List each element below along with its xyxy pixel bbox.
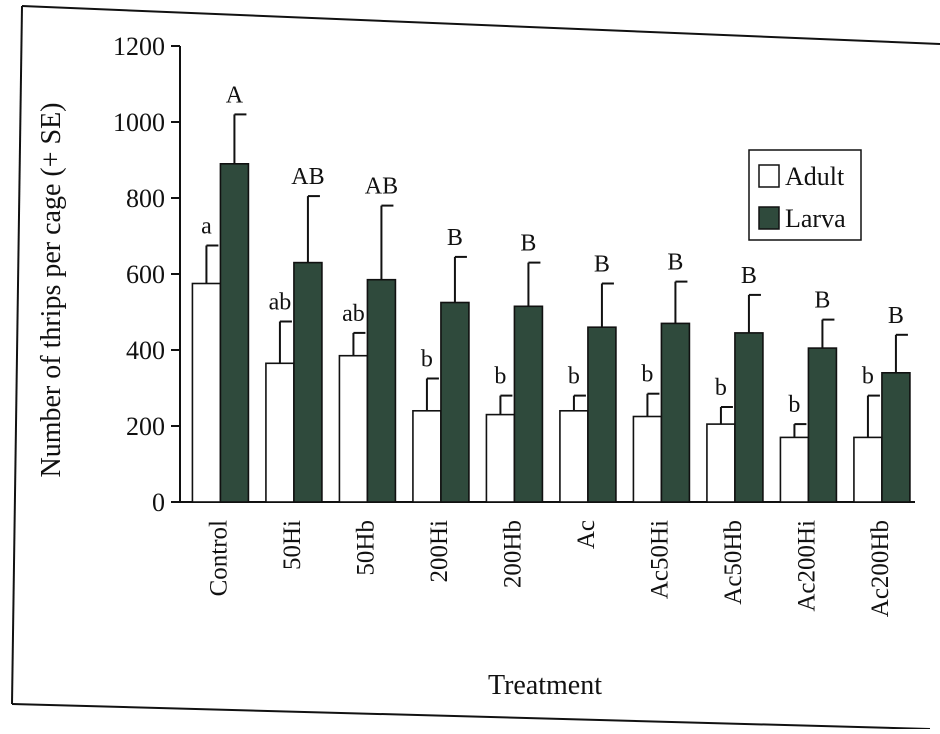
bar-adult bbox=[338, 354, 369, 503]
bar-larva bbox=[513, 305, 544, 503]
error-bars bbox=[205, 113, 908, 438]
bar-adult bbox=[632, 415, 663, 503]
significance-letter-adult: b bbox=[568, 364, 580, 390]
significance-letters: a Aab AB ab AB b Bb Bb Bb Bb Bb Bb B bbox=[201, 82, 904, 418]
significance-letter-adult: ab bbox=[269, 290, 292, 316]
significance-letter-larva: B bbox=[447, 225, 463, 251]
y-tick-label: 1000 bbox=[113, 108, 165, 137]
x-axis-title: Treatment bbox=[488, 670, 602, 701]
frame-bottom bbox=[11, 703, 931, 730]
category-label: 200Hi bbox=[426, 520, 453, 583]
bar-larva bbox=[881, 371, 911, 503]
bar-larva bbox=[366, 278, 397, 503]
bar-larva bbox=[293, 261, 323, 503]
figure-frame bbox=[11, 5, 940, 730]
significance-letter-larva: A bbox=[226, 82, 244, 108]
category-label: 50Hb bbox=[352, 520, 379, 576]
legend-label-larva: Larva bbox=[785, 204, 846, 233]
significance-letter-larva: AB bbox=[291, 164, 324, 190]
bar-adult bbox=[265, 362, 295, 503]
category-label: 50Hi bbox=[279, 520, 306, 570]
bar-adult bbox=[853, 436, 883, 503]
significance-letter-adult: b bbox=[788, 392, 800, 418]
bar-larva bbox=[440, 301, 470, 503]
category-label: Ac200Hb bbox=[867, 520, 894, 617]
significance-letter-adult: b bbox=[862, 364, 874, 390]
legend-swatch-adult bbox=[758, 164, 780, 188]
bar-adult bbox=[706, 423, 736, 503]
significance-letter-adult: b bbox=[421, 347, 433, 373]
category-labels: Control 50Hi 50Hb 200Hi 200Hb Ac Ac50Hi Ac50Hb A… bbox=[205, 520, 894, 617]
significance-letter-adult: b bbox=[715, 375, 727, 401]
bar-adult bbox=[412, 409, 442, 503]
bar-adult bbox=[779, 436, 810, 503]
bar-larva bbox=[734, 332, 764, 503]
significance-letter-larva: AB bbox=[365, 174, 398, 200]
significance-letter-adult: a bbox=[201, 214, 212, 240]
category-label: Ac200Hi bbox=[793, 520, 820, 612]
significance-letter-adult: b bbox=[641, 362, 653, 388]
legend: Adult Larva bbox=[748, 149, 862, 241]
legend-swatch-larva bbox=[758, 206, 780, 230]
frame-left bbox=[11, 5, 23, 705]
bar-larva bbox=[587, 326, 617, 503]
axes: 0 200 400 600 800 1000 1200 bbox=[113, 32, 915, 517]
category-label: Ac bbox=[573, 520, 600, 549]
significance-letter-adult: b bbox=[494, 364, 506, 390]
significance-letter-larva: B bbox=[520, 231, 536, 257]
y-tick-label: 1200 bbox=[113, 32, 165, 61]
frame-top bbox=[21, 5, 940, 45]
significance-letter-larva: B bbox=[741, 263, 757, 289]
bar-adult bbox=[485, 413, 516, 503]
category-label: Ac50Hb bbox=[720, 520, 747, 605]
category-label: Control bbox=[205, 520, 232, 596]
bar-adult bbox=[559, 409, 589, 503]
y-tick-label: 600 bbox=[126, 260, 165, 289]
significance-letter-adult: ab bbox=[342, 301, 365, 327]
y-tick-label: 200 bbox=[126, 412, 165, 441]
bar-larva bbox=[660, 322, 691, 503]
y-tick-label: 0 bbox=[152, 488, 165, 517]
significance-letter-larva: B bbox=[594, 252, 610, 278]
bar-larva bbox=[807, 347, 838, 503]
category-label: 200Hb bbox=[499, 520, 526, 588]
significance-letter-larva: B bbox=[814, 288, 830, 314]
bar-larva bbox=[219, 163, 250, 503]
legend-label-adult: Adult bbox=[785, 162, 845, 191]
y-axis-title: Number of thrips per cage (+ SE) bbox=[36, 102, 67, 477]
y-tick-label: 400 bbox=[126, 336, 165, 365]
significance-letter-larva: B bbox=[667, 250, 683, 276]
category-label: Ac50Hi bbox=[646, 520, 673, 599]
y-tick-label: 800 bbox=[126, 184, 165, 213]
bar-adult bbox=[191, 282, 222, 503]
significance-letter-larva: B bbox=[888, 303, 904, 329]
